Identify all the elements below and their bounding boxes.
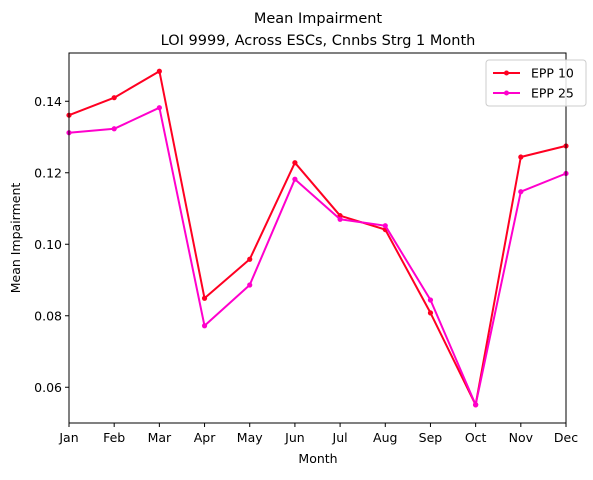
- legend-marker-epp-25: [504, 90, 509, 96]
- legend-label-epp-10: EPP 10: [531, 66, 574, 81]
- x-tick-label: Jun: [284, 430, 305, 445]
- x-tick-label: Aug: [373, 430, 397, 445]
- data-point-epp-10: [427, 310, 434, 316]
- chart-title: Mean Impairment: [254, 11, 383, 27]
- data-point-epp-25: [156, 105, 162, 111]
- data-point-epp-25: [427, 297, 434, 303]
- data-point-epp-10: [156, 68, 162, 74]
- x-tick-label: Dec: [554, 430, 578, 445]
- x-tick-label: Mar: [148, 430, 172, 445]
- legend-marker-epp-10: [504, 70, 509, 76]
- legend-box: [485, 59, 587, 107]
- data-point-epp-10: [518, 154, 524, 160]
- y-tick-label: 0.08: [34, 308, 62, 323]
- x-axis: Jan Feb Mar Apr May Jun Jul Aug Sep Oct Nov Dec: [58, 423, 578, 445]
- x-tick-label: May: [237, 430, 263, 445]
- x-axis-label: Month: [298, 451, 337, 466]
- x-tick-label: Apr: [194, 430, 216, 445]
- x-tick-label: Jul: [332, 430, 348, 445]
- series-line-epp-10: [68, 70, 567, 406]
- y-tick-label: 0.10: [34, 237, 62, 252]
- x-tick-label: Sep: [419, 430, 443, 445]
- x-tick-label: Oct: [465, 430, 487, 445]
- data-point-epp-25: [473, 402, 479, 408]
- x-tick-label: Nov: [509, 430, 534, 445]
- y-tick-label: 0.06: [34, 380, 62, 395]
- data-point-epp-25: [382, 223, 388, 229]
- data-point-epp-25: [247, 282, 253, 288]
- x-tick-label: Feb: [103, 430, 125, 445]
- data-point-epp-25: [337, 216, 343, 222]
- plot-frame: [68, 52, 567, 424]
- data-point-epp-10: [247, 256, 253, 262]
- chart-subtitle: LOI 9999, Across ESCs, Cnnbs Strg 1 Mont…: [161, 33, 476, 49]
- data-point-epp-10: [201, 295, 208, 301]
- y-tick-label: 0.14: [34, 94, 62, 109]
- data-point-epp-25: [201, 323, 208, 329]
- data-point-epp-25: [111, 126, 117, 132]
- y-axis-label: Mean Impairment: [8, 183, 23, 294]
- plot-area: [69, 53, 566, 423]
- data-point-epp-25: [292, 176, 298, 182]
- data-point-epp-10: [111, 95, 117, 101]
- y-axis: 0.06 0.08 0.10 0.12 0.14: [34, 94, 69, 395]
- x-tick-label: Jan: [58, 430, 78, 445]
- legend-label-epp-25: EPP 25: [531, 86, 574, 101]
- legend: EPP 10 EPP 25: [485, 59, 587, 107]
- data-point-epp-10: [292, 160, 298, 166]
- data-point-epp-25: [518, 189, 524, 195]
- series-line-epp-25: [68, 106, 567, 406]
- series-layer: [66, 68, 569, 408]
- y-tick-label: 0.12: [34, 165, 62, 180]
